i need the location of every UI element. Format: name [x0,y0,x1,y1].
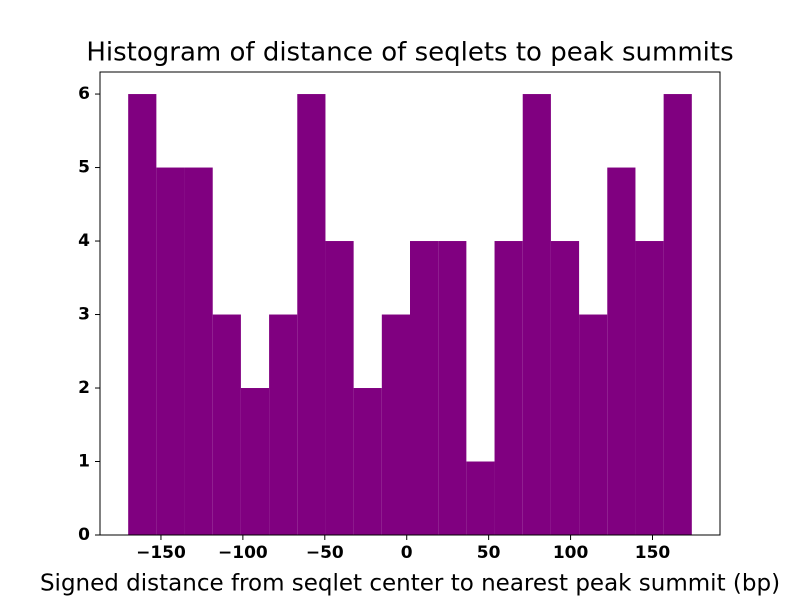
x-tick-label: 100 [553,543,589,563]
bar [212,314,241,535]
bar [579,314,608,535]
y-tick-label: 3 [78,305,90,325]
bar [522,94,551,536]
bar [156,167,185,536]
bar [297,94,326,536]
y-tick-label: 1 [78,452,90,472]
chart-title: Histogram of distance of seqlets to peak… [86,38,733,68]
x-axis-label: Signed distance from seqlet center to ne… [40,571,780,597]
bar [466,461,495,535]
bar [438,241,467,536]
bar [607,167,636,536]
y-tick-label: 6 [78,84,90,104]
x-tick-label: −150 [136,543,186,563]
bar [635,241,664,536]
y-tick-label: 2 [78,378,90,398]
x-tick-label: −100 [218,543,268,563]
y-tick-label: 0 [78,525,90,545]
y-tick-label: 5 [78,158,90,178]
bar [240,388,270,535]
bar [269,314,298,535]
bar [494,241,523,536]
bar [381,314,410,535]
bar [550,241,580,536]
bar [325,241,354,536]
bar [353,388,382,535]
y-tick-label: 4 [78,231,90,251]
x-tick-label: −50 [306,543,344,563]
bar [184,167,213,536]
x-tick-label: 50 [477,543,501,563]
bar [663,94,692,536]
axes-frame [99,71,721,536]
bar [410,241,439,536]
bar [128,94,157,536]
x-tick-label: 0 [401,543,413,563]
x-tick-label: 150 [635,543,671,563]
